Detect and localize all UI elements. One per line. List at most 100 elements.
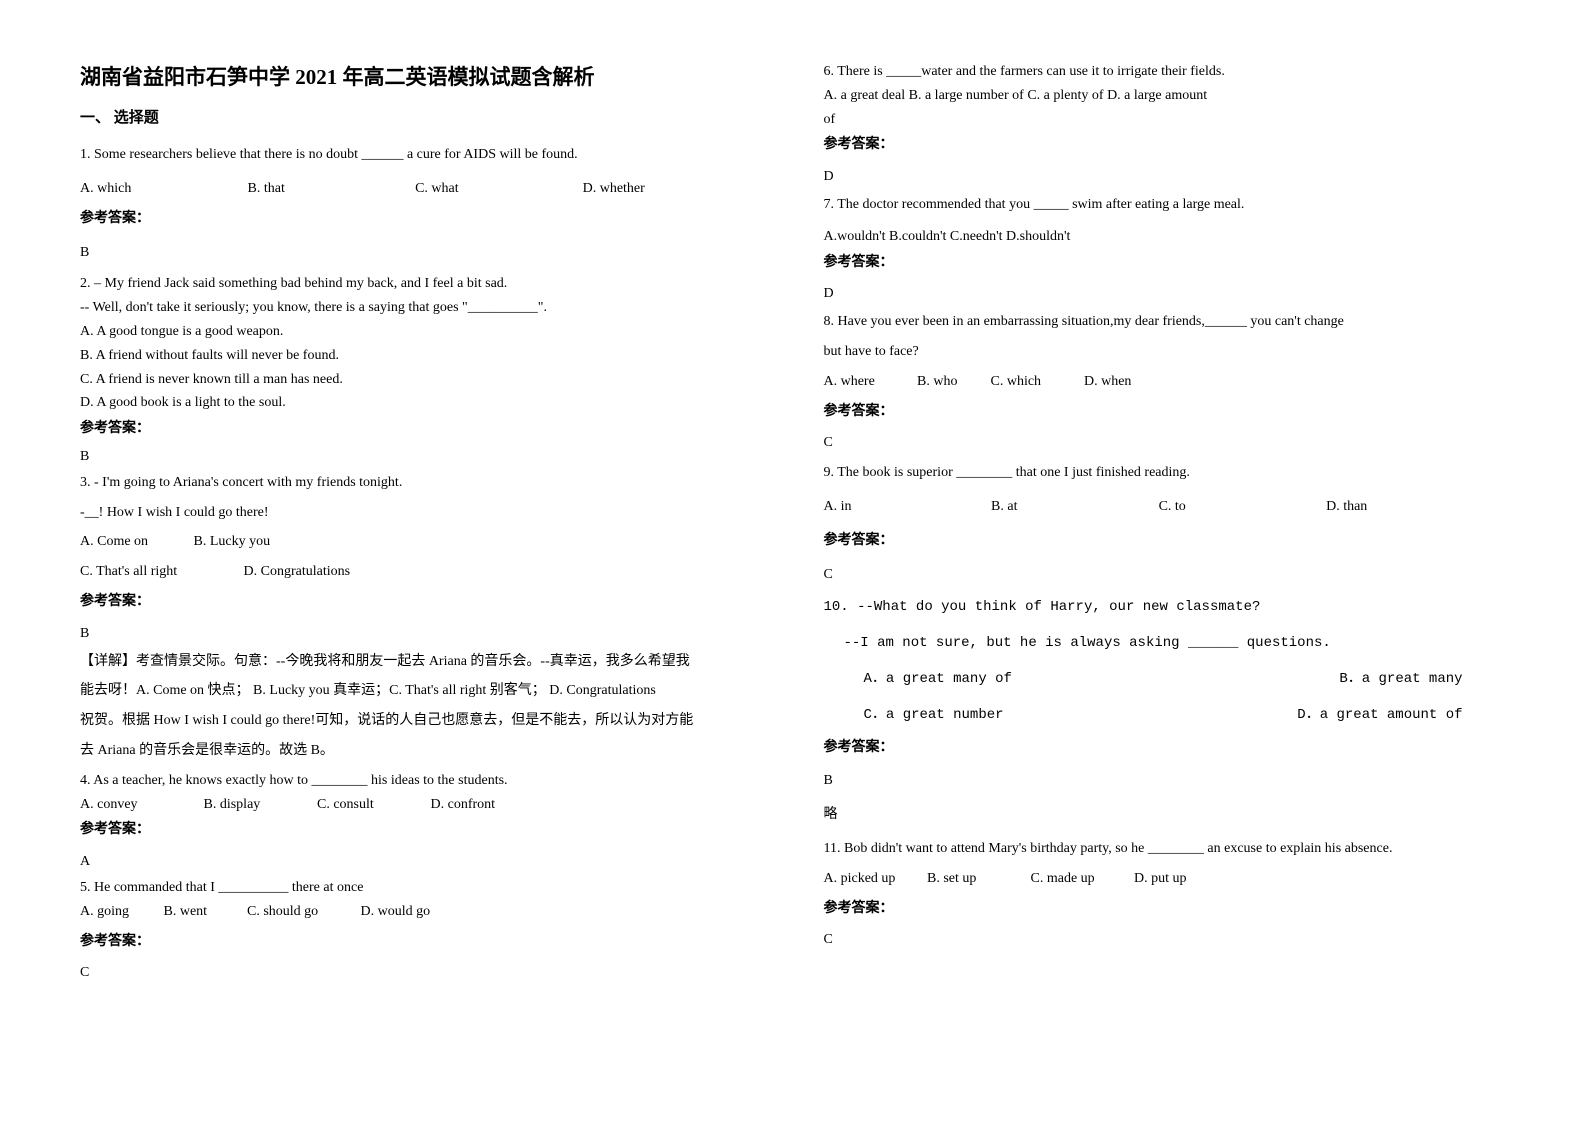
q1-answer: B xyxy=(80,241,764,265)
left-column: 湖南省益阳市石笋中学 2021 年高二英语模拟试题含解析 一、 选择题 1. S… xyxy=(50,60,794,1082)
q11-stem: 11. Bob didn't want to attend Mary's bir… xyxy=(824,837,1508,861)
q5-answer: C xyxy=(80,961,764,985)
q6-opt-c: C. a plenty of xyxy=(1027,88,1103,103)
q9-stem: 9. The book is superior ________ that on… xyxy=(824,461,1508,485)
q3-exp1: 【详解】考查情景交际。句意：--今晚我将和朋友一起去 Ariana 的音乐会。-… xyxy=(80,650,764,674)
q10-answer: B xyxy=(824,769,1508,793)
section-title: 一、 选择题 xyxy=(80,106,764,132)
q8-opt-c: C. which xyxy=(991,370,1081,394)
q1-opt-d: D. whether xyxy=(583,177,747,201)
q2-opt-b: B. A friend without faults will never be… xyxy=(80,344,764,368)
q8-answer-label: 参考答案： xyxy=(824,400,1508,424)
q4-opt-c: C. consult xyxy=(317,793,427,817)
q8-line1: 8. Have you ever been in an embarrassing… xyxy=(824,310,1508,334)
q10-answer-label: 参考答案： xyxy=(824,736,1508,760)
q10-options-row2: C．a great number D．a great amount of xyxy=(824,704,1508,728)
q10-opt-a: A．a great many of xyxy=(864,668,1179,692)
q10-options-row1: A．a great many of B．a great many xyxy=(824,668,1508,692)
q5-opt-a: A. going xyxy=(80,900,160,924)
q5-answer-label: 参考答案： xyxy=(80,930,764,954)
q3-exp4: 去 Ariana 的音乐会是很幸运的。故选 B。 xyxy=(80,739,764,763)
q2-opt-d: D. A good book is a light to the soul. xyxy=(80,391,764,415)
q4-opt-d: D. confront xyxy=(431,793,496,817)
right-column: 6. There is _____water and the farmers c… xyxy=(794,60,1538,1082)
q1-answer-label: 参考答案： xyxy=(80,207,764,231)
q2-opt-c: C. A friend is never known till a man ha… xyxy=(80,368,764,392)
q5-options: A. going B. went C. should go D. would g… xyxy=(80,900,764,924)
q3-exp3: 祝贺。根据 How I wish I could go there!可知，说话的… xyxy=(80,709,764,733)
q1-opt-b: B. that xyxy=(248,177,412,201)
q4-answer: A xyxy=(80,850,764,874)
q11-options: A. picked up B. set up C. made up D. put… xyxy=(824,867,1508,891)
q8-answer: C xyxy=(824,431,1508,455)
q8-options: A. where B. who C. which D. when xyxy=(824,370,1508,394)
q3-opt-d: D. Congratulations xyxy=(244,560,351,584)
q4-answer-label: 参考答案： xyxy=(80,818,764,842)
q3-line1: 3. - I'm going to Ariana's concert with … xyxy=(80,471,764,495)
q6-tail: of xyxy=(824,108,1508,132)
q11-opt-a: A. picked up xyxy=(824,867,924,891)
q4-stem: 4. As a teacher, he knows exactly how to… xyxy=(80,769,764,793)
q6-stem: 6. There is _____water and the farmers c… xyxy=(824,60,1508,84)
q4-options: A. convey B. display C. consult D. confr… xyxy=(80,793,764,817)
q11-answer-label: 参考答案： xyxy=(824,897,1508,921)
main-title: 湖南省益阳市石笋中学 2021 年高二英语模拟试题含解析 xyxy=(80,60,764,96)
q5-opt-c: C. should go xyxy=(247,900,357,924)
q6-opt-d: D. a large amount xyxy=(1107,88,1207,103)
q11-opt-d: D. put up xyxy=(1134,867,1187,891)
q3-answer-label: 参考答案： xyxy=(80,590,764,614)
q2-answer-label: 参考答案： xyxy=(80,417,764,441)
q5-opt-d: D. would go xyxy=(361,900,431,924)
q11-opt-b: B. set up xyxy=(927,867,1027,891)
q10-line1: 10. --What do you think of Harry, our ne… xyxy=(824,596,1508,620)
q3-opt-b: B. Lucky you xyxy=(194,530,271,554)
q1-options: A. which B. that C. what D. whether xyxy=(80,177,764,201)
page-root: 湖南省益阳市石笋中学 2021 年高二英语模拟试题含解析 一、 选择题 1. S… xyxy=(0,0,1587,1122)
q6-answer: D xyxy=(824,165,1508,189)
q9-opt-a: A. in xyxy=(824,495,988,519)
q8-opt-a: A. where xyxy=(824,370,914,394)
q9-answer-label: 参考答案： xyxy=(824,529,1508,553)
q3-opt-a: A. Come on xyxy=(80,530,190,554)
q6-opt-b: B. a large number of xyxy=(909,88,1024,103)
q9-answer: C xyxy=(824,563,1508,587)
q10-opt-b: B．a great many xyxy=(1187,668,1502,692)
q1-opt-a: A. which xyxy=(80,177,244,201)
q7-stem: 7. The doctor recommended that you _____… xyxy=(824,193,1508,217)
q8-line2: but have to face? xyxy=(824,340,1508,364)
q9-opt-b: B. at xyxy=(991,495,1155,519)
q2-line1: 2. – My friend Jack said something bad b… xyxy=(80,272,764,296)
q1-stem: 1. Some researchers believe that there i… xyxy=(80,143,764,167)
q3-exp2: 能去呀！A. Come on 快点； B. Lucky you 真幸运；C. T… xyxy=(80,679,764,703)
q11-opt-c: C. made up xyxy=(1031,867,1131,891)
q9-opt-c: C. to xyxy=(1159,495,1323,519)
q10-lue: 略 xyxy=(824,803,1508,827)
q9-opt-d: D. than xyxy=(1326,495,1490,519)
q6-options: A. a great deal B. a large number of C. … xyxy=(824,84,1508,108)
q10-opt-c: C．a great number xyxy=(864,704,1179,728)
q3-line2: -__! How I wish I could go there! xyxy=(80,501,764,525)
q7-options: A.wouldn't B.couldn't C.needn't D.should… xyxy=(824,225,1508,249)
q3-options-row1: A. Come on B. Lucky you xyxy=(80,530,764,554)
q4-opt-b: B. display xyxy=(204,793,314,817)
q6-answer-label: 参考答案： xyxy=(824,133,1508,157)
q2-opt-a: A. A good tongue is a good weapon. xyxy=(80,320,764,344)
q7-answer-label: 参考答案： xyxy=(824,251,1508,275)
q3-opt-c: C. That's all right xyxy=(80,560,240,584)
q11-answer: C xyxy=(824,928,1508,952)
q2-line2: -- Well, don't take it seriously; you kn… xyxy=(80,296,764,320)
q8-opt-b: B. who xyxy=(917,370,987,394)
q3-options-row2: C. That's all right D. Congratulations xyxy=(80,560,764,584)
q4-opt-a: A. convey xyxy=(80,793,200,817)
q7-answer: D xyxy=(824,282,1508,306)
q5-stem: 5. He commanded that I __________ there … xyxy=(80,876,764,900)
q2-answer: B xyxy=(80,445,764,469)
q10-opt-d: D．a great amount of xyxy=(1187,704,1502,728)
q9-options: A. in B. at C. to D. than xyxy=(824,495,1508,519)
q3-answer: B xyxy=(80,622,764,646)
q6-opt-a: A. a great deal xyxy=(824,88,906,103)
q1-opt-c: C. what xyxy=(415,177,579,201)
q5-opt-b: B. went xyxy=(164,900,244,924)
q10-line2: --I am not sure, but he is always asking… xyxy=(824,632,1508,656)
q8-opt-d: D. when xyxy=(1084,370,1131,394)
